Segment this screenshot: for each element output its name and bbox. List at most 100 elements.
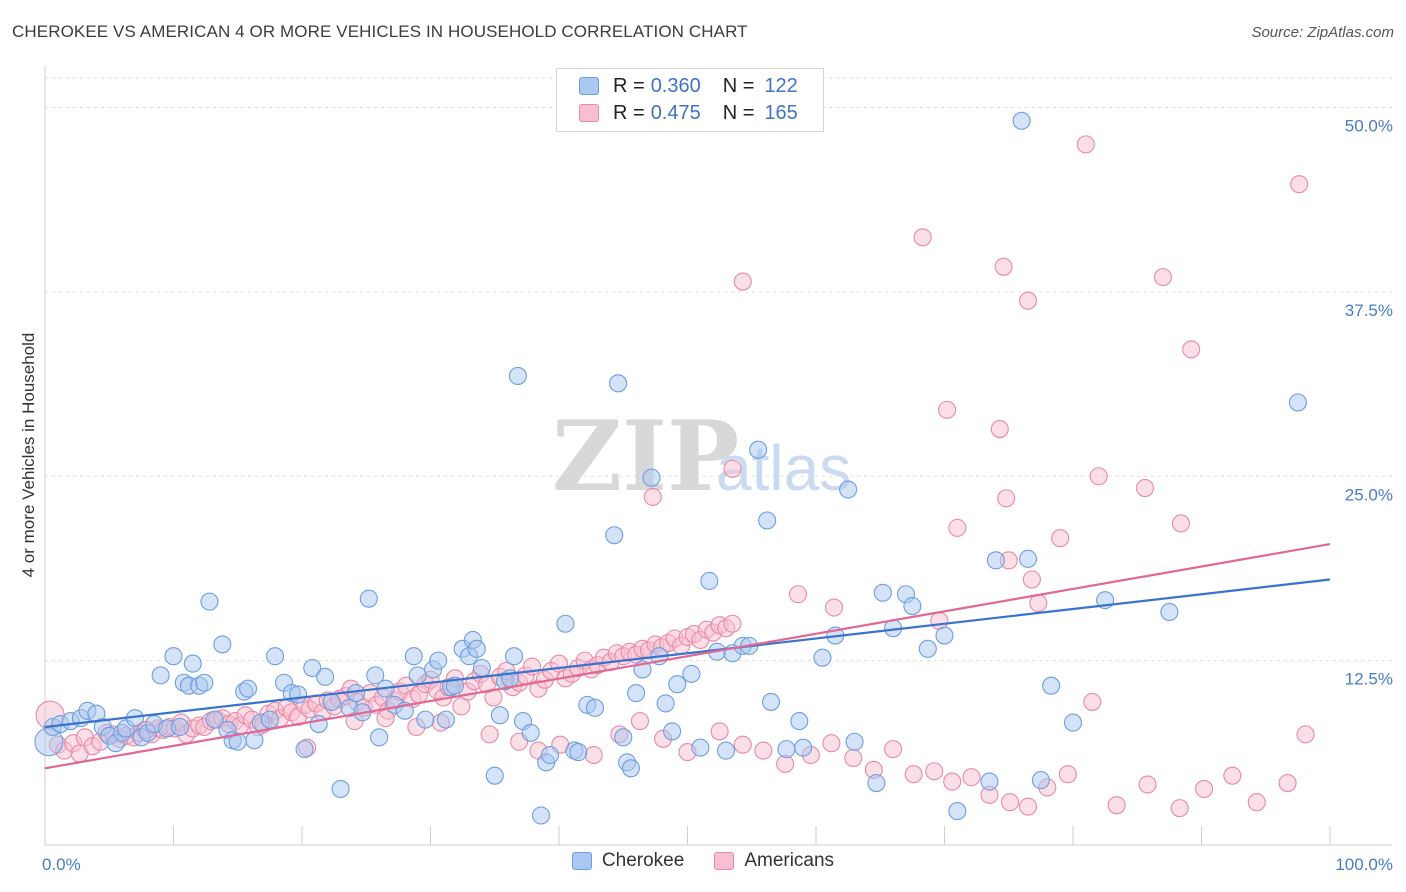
- cherokee-point: [295, 740, 314, 759]
- cherokee-point: [609, 374, 628, 393]
- cherokee-point: [642, 468, 661, 487]
- trend-lines: [44, 543, 1331, 770]
- legend-item-cherokee: Cherokee: [571, 850, 684, 872]
- americans-point: [723, 614, 742, 633]
- americans-point: [1076, 135, 1095, 154]
- cherokee-point: [504, 647, 524, 666]
- cherokee-point: [309, 714, 328, 734]
- americans-point: [1029, 594, 1048, 613]
- y-tick-label: 12.5%: [1345, 670, 1393, 689]
- americans-trend-line: [44, 543, 1331, 770]
- cherokee-point: [289, 685, 308, 704]
- americans-point: [733, 735, 752, 754]
- americans-point: [643, 487, 662, 506]
- cherokee-point: [485, 766, 504, 785]
- r-value: 0.360: [650, 74, 701, 97]
- americans-point: [1290, 175, 1309, 194]
- americans-point: [913, 228, 932, 247]
- legend-row-americans: R = 0.475 N = 165: [579, 100, 798, 126]
- n-value: 122: [764, 74, 798, 97]
- cherokee-point: [200, 592, 219, 611]
- americans-legend-swatch: [714, 852, 735, 870]
- cherokee-point: [627, 684, 646, 703]
- cherokee-point: [467, 639, 486, 658]
- cherokee-point: [366, 666, 385, 685]
- n-value: 165: [764, 101, 798, 124]
- cherokee-point: [183, 654, 202, 673]
- americans-point: [824, 598, 844, 617]
- americans-point: [1058, 765, 1077, 784]
- cherokee-point: [1018, 549, 1038, 568]
- americans-point: [997, 489, 1016, 508]
- cherokee-point: [316, 667, 335, 686]
- cherokee-point: [260, 710, 279, 729]
- americans-point: [480, 725, 499, 744]
- cherokee-point: [370, 728, 389, 747]
- cherokee-point: [1042, 676, 1061, 695]
- americans-point: [962, 768, 981, 787]
- r-value: 0.475: [650, 101, 701, 124]
- y-tick-label: 50.0%: [1345, 117, 1393, 136]
- cherokee-point: [845, 732, 864, 751]
- legend-label-americans: Americans: [744, 850, 835, 871]
- watermark: ZIP atlas: [552, 400, 851, 513]
- americans-point: [1083, 692, 1102, 711]
- americans-point: [1278, 773, 1297, 793]
- americans-point: [1018, 797, 1038, 816]
- americans-point: [1247, 793, 1266, 812]
- series-cherokee-points: [34, 111, 1307, 825]
- cherokee-point: [691, 738, 710, 757]
- cherokee-point: [170, 717, 189, 737]
- cherokee-point: [359, 589, 378, 608]
- cherokee-point: [873, 583, 892, 602]
- cherokee-point: [416, 710, 435, 729]
- cherokee-point: [716, 741, 736, 760]
- cherokee-point: [794, 738, 813, 757]
- cherokee-point: [761, 692, 781, 711]
- cherokee-swatch: [579, 77, 599, 95]
- cherokee-point: [1012, 111, 1031, 130]
- americans-point: [822, 734, 841, 753]
- cherokee-point: [540, 745, 560, 765]
- cherokee-point: [1031, 771, 1050, 790]
- cherokee-point: [749, 440, 768, 459]
- americans-point: [948, 518, 967, 537]
- cherokee-point: [521, 723, 540, 742]
- cherokee-point: [813, 648, 832, 667]
- americans-point: [844, 748, 863, 768]
- americans-point: [1153, 268, 1172, 287]
- cherokee-point: [1288, 393, 1307, 412]
- chart-title: CHEROKEE VS AMERICAN 4 OR MORE VEHICLES …: [12, 22, 748, 41]
- americans-point: [723, 459, 742, 478]
- cherokee-trend-line: [44, 578, 1331, 729]
- cherokee-point: [164, 647, 183, 666]
- cherokee-point: [213, 635, 232, 654]
- series-legend: Cherokee Americans: [0, 850, 1406, 872]
- cherokee-point: [508, 366, 527, 386]
- cherokee-point: [935, 626, 954, 645]
- americans-point: [1170, 799, 1189, 818]
- americans-point: [1171, 514, 1190, 533]
- grid-lines: [45, 77, 1392, 662]
- cherokee-point: [322, 692, 341, 711]
- americans-point: [1135, 478, 1155, 498]
- cherokee-point: [404, 647, 423, 666]
- cherokee-point: [245, 731, 264, 750]
- cherokee-point: [903, 596, 922, 616]
- americans-point: [1107, 796, 1126, 815]
- cherokee-point: [151, 666, 170, 685]
- cherokee-point: [918, 639, 937, 658]
- americans-point: [925, 762, 944, 781]
- americans-point: [1089, 467, 1108, 486]
- cherokee-point: [531, 806, 551, 825]
- cherokee-legend-swatch: [571, 852, 592, 870]
- cherokee-point: [195, 673, 214, 692]
- cherokee-point: [331, 779, 350, 799]
- americans-point: [1296, 725, 1315, 744]
- legend-item-americans: Americans: [714, 850, 834, 872]
- cherokee-point: [839, 480, 858, 499]
- chart-source: Source: ZipAtlas.com: [1251, 24, 1394, 41]
- cherokee-point: [867, 773, 886, 793]
- americans-swatch: [579, 104, 599, 122]
